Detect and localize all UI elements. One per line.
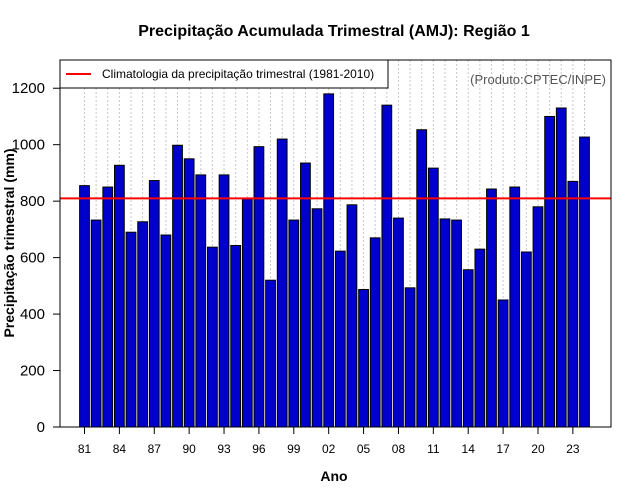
x-tick-label: 87: [148, 442, 162, 456]
x-tick-label: 11: [427, 442, 440, 456]
chart-title: Precipitação Acumulada Trimestral (AMJ):…: [138, 23, 530, 40]
legend-box: [59, 59, 389, 89]
x-tick-label: 02: [322, 442, 336, 456]
y-axis-label: Precipitação trimestral (mm): [1, 148, 17, 337]
bar-95: [241, 198, 253, 428]
bar-04: [346, 204, 358, 428]
bar-15: [474, 248, 486, 428]
bar-08: [393, 217, 404, 428]
y-tick-label: 600: [20, 250, 45, 267]
bar-16: [486, 188, 497, 428]
bar-06: [369, 237, 381, 428]
bar-93: [218, 174, 230, 428]
bars-group: [79, 93, 590, 428]
x-tick-label: 05: [357, 442, 371, 456]
x-tick-label: 17: [496, 442, 510, 456]
bar-83: [102, 186, 114, 428]
bar-11: [427, 167, 439, 428]
y-tick-label: 0: [37, 419, 45, 436]
bar-19: [520, 251, 532, 428]
bar-92: [207, 246, 218, 428]
x-tick-label: 90: [182, 442, 196, 456]
bar-97: [265, 279, 276, 428]
x-tick-label: 96: [252, 442, 266, 456]
bar-13: [451, 219, 462, 428]
bar-23: [567, 180, 579, 428]
bar-10: [416, 129, 428, 428]
bar-20: [532, 206, 544, 428]
bar-87: [148, 180, 160, 428]
y-tick-label: 1000: [12, 137, 45, 154]
bar-22: [555, 107, 567, 428]
bar-88: [160, 234, 172, 428]
y-tick-label: 200: [20, 363, 45, 380]
bar-02: [323, 93, 335, 428]
bar-14: [462, 269, 474, 428]
bar-05: [358, 289, 369, 428]
bar-94: [230, 244, 242, 428]
bar-00: [300, 162, 311, 428]
x-tick-label: 93: [217, 442, 231, 456]
bar-86: [137, 221, 149, 428]
x-tick-label: 81: [78, 442, 92, 456]
x-tick-label: 20: [531, 442, 545, 456]
bar-89: [172, 144, 183, 428]
bar-98: [276, 138, 288, 428]
bar-09: [404, 287, 416, 428]
x-tick-label: 23: [566, 442, 580, 456]
legend-label: Climatologia da precipitação trimestral …: [102, 67, 374, 81]
x-tick-label: 14: [462, 442, 476, 456]
bar-84: [114, 164, 125, 428]
x-tick-label: 99: [287, 442, 301, 456]
y-tick-label: 400: [20, 306, 45, 323]
bar-21: [544, 115, 555, 428]
credit-text: (Produto:CPTEC/INPE): [470, 72, 606, 87]
bar-01: [311, 208, 323, 428]
x-tick-label: 08: [392, 442, 406, 456]
bar-03: [334, 250, 346, 428]
y-tick-label: 1200: [12, 80, 45, 97]
bar-12: [439, 218, 451, 428]
x-tick-label: 84: [113, 442, 127, 456]
bar-81: [79, 185, 90, 428]
bar-91: [195, 174, 207, 428]
y-axis: 0 200 400 600 800 1000 1200: [12, 80, 61, 436]
bar-17: [497, 299, 509, 428]
bar-82: [90, 219, 102, 428]
bar-99: [288, 219, 300, 428]
legend: Climatologia da precipitação trimestral …: [59, 59, 389, 89]
y-tick-label: 800: [20, 193, 45, 210]
bar-96: [253, 146, 265, 428]
bar-24: [579, 136, 590, 428]
bar-18: [509, 186, 521, 428]
x-axis: 81 84 87 90 93 96 99 02 05 08 11 14 17 20 23: [78, 426, 580, 456]
bar-85: [125, 231, 137, 428]
bar-07: [381, 104, 393, 428]
x-axis-label: Ano: [320, 468, 347, 484]
